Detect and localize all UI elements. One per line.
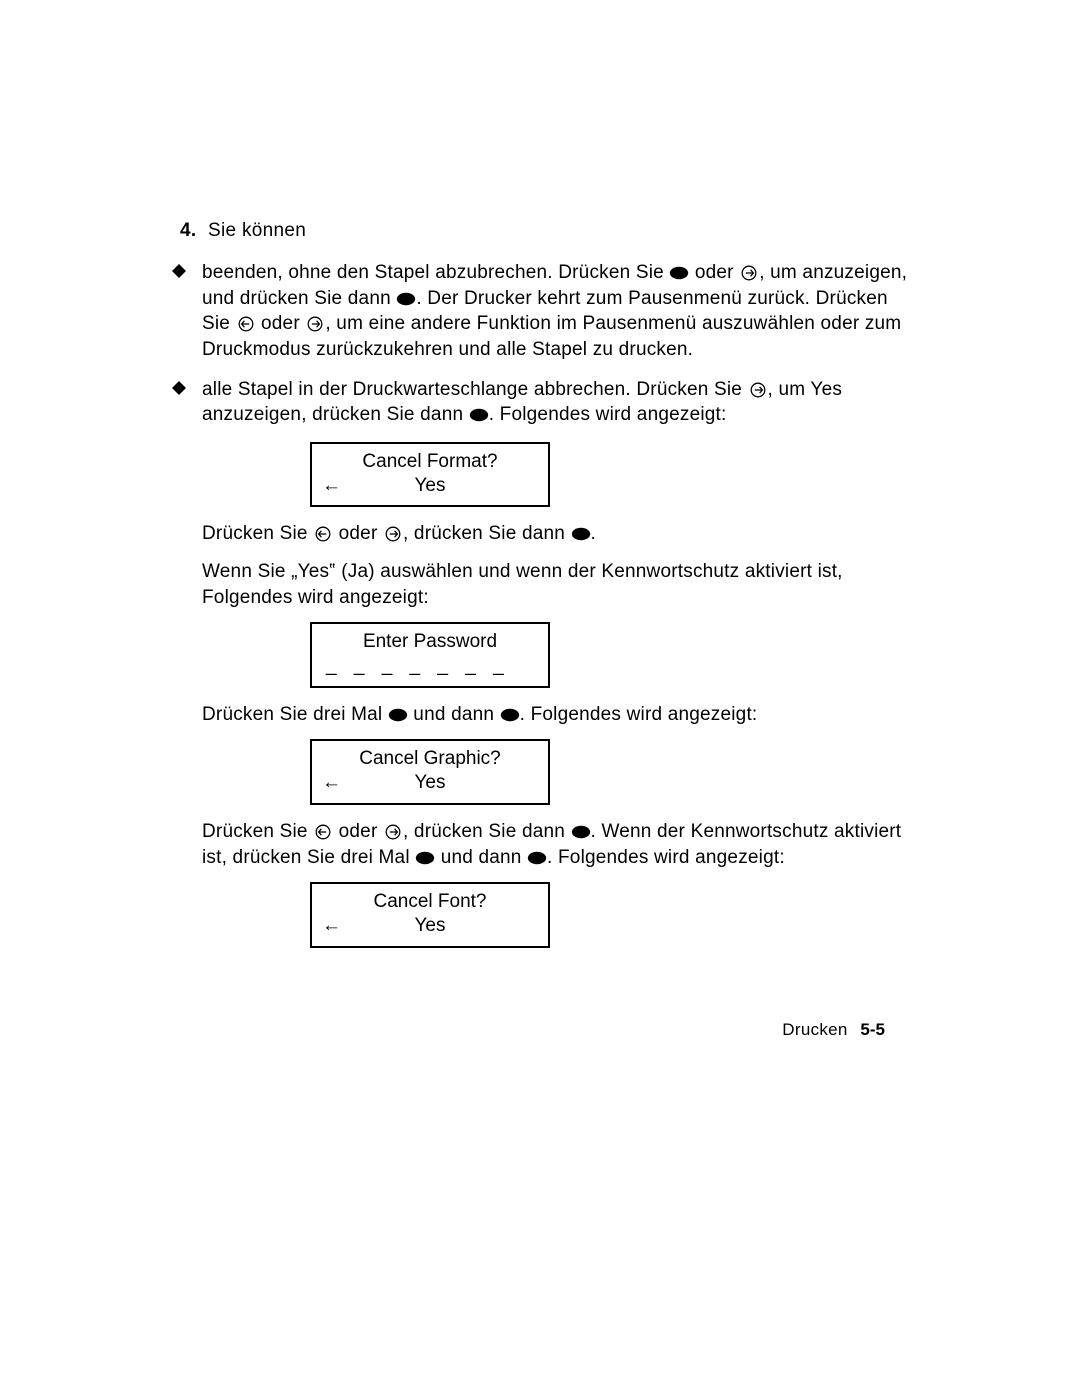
paragraph: Drücken Sie oder , drücken Sie dann . — [202, 521, 910, 547]
ellipse-solid-icon — [388, 707, 408, 723]
paragraph: Drücken Sie drei Mal und dann . Folgende… — [202, 702, 910, 728]
lcd-display-box: Cancel Graphic? ← Yes — [310, 739, 550, 805]
display-line2: ← Yes — [322, 474, 538, 498]
ellipse-solid-icon — [669, 265, 689, 281]
ellipse-solid-icon — [571, 824, 591, 840]
circle-left-icon — [236, 316, 256, 332]
document-page: 4. Sie können beenden, ohne den Stapel a… — [0, 0, 1080, 1397]
page-footer: Drucken 5-5 — [782, 1020, 885, 1040]
arrow-left-icon: ← — [322, 474, 341, 498]
bullet-item: beenden, ohne den Stapel abzubrechen. Dr… — [170, 260, 910, 363]
ellipse-solid-icon — [500, 707, 520, 723]
lcd-display-box: Enter Password _ _ _ _ _ _ _ — [310, 622, 550, 688]
arrow-left-icon: ← — [322, 914, 341, 938]
display-line2: ← Yes — [322, 771, 538, 795]
step-text: Sie können — [208, 220, 306, 241]
display-line1: Enter Password — [322, 630, 538, 654]
ellipse-solid-icon — [396, 291, 416, 307]
circle-right-icon — [739, 265, 759, 281]
bullet-item: alle Stapel in der Druckwarteschlange ab… — [170, 377, 910, 428]
ellipse-solid-icon — [527, 850, 547, 866]
diamond-icon — [172, 381, 186, 395]
circle-right-icon — [305, 316, 325, 332]
ellipse-solid-icon — [415, 850, 435, 866]
circle-left-icon — [313, 824, 333, 840]
lcd-display-box: Cancel Format? ← Yes — [310, 442, 550, 508]
circle-right-icon — [383, 526, 403, 542]
paragraph: Wenn Sie „Yes‟ (Ja) auswählen und wenn d… — [202, 559, 910, 610]
bullet-text: beenden, ohne den Stapel abzubrechen. Dr… — [202, 262, 907, 360]
ellipse-solid-icon — [469, 407, 489, 423]
display-value: Yes — [415, 915, 446, 936]
diamond-icon — [172, 264, 186, 278]
display-line1: Cancel Font? — [322, 890, 538, 914]
circle-left-icon — [313, 526, 333, 542]
password-dashes: _ _ _ _ _ _ _ — [322, 654, 538, 678]
lcd-display-box: Cancel Font? ← Yes — [310, 882, 550, 948]
circle-right-icon — [383, 824, 403, 840]
display-line1: Cancel Format? — [322, 450, 538, 474]
ellipse-solid-icon — [571, 526, 591, 542]
circle-right-icon — [748, 382, 768, 398]
bullet-text: alle Stapel in der Druckwarteschlange ab… — [202, 379, 842, 426]
display-line1: Cancel Graphic? — [322, 747, 538, 771]
step-line: 4. Sie können — [170, 220, 910, 242]
display-value: Yes — [415, 772, 446, 793]
footer-page: 5-5 — [860, 1020, 885, 1039]
paragraph: Drücken Sie oder , drücken Sie dann . We… — [202, 819, 910, 870]
footer-section: Drucken — [782, 1020, 847, 1039]
arrow-left-icon: ← — [322, 771, 341, 795]
display-value: Yes — [415, 475, 446, 496]
step-number: 4. — [180, 220, 196, 241]
display-line2: ← Yes — [322, 914, 538, 938]
